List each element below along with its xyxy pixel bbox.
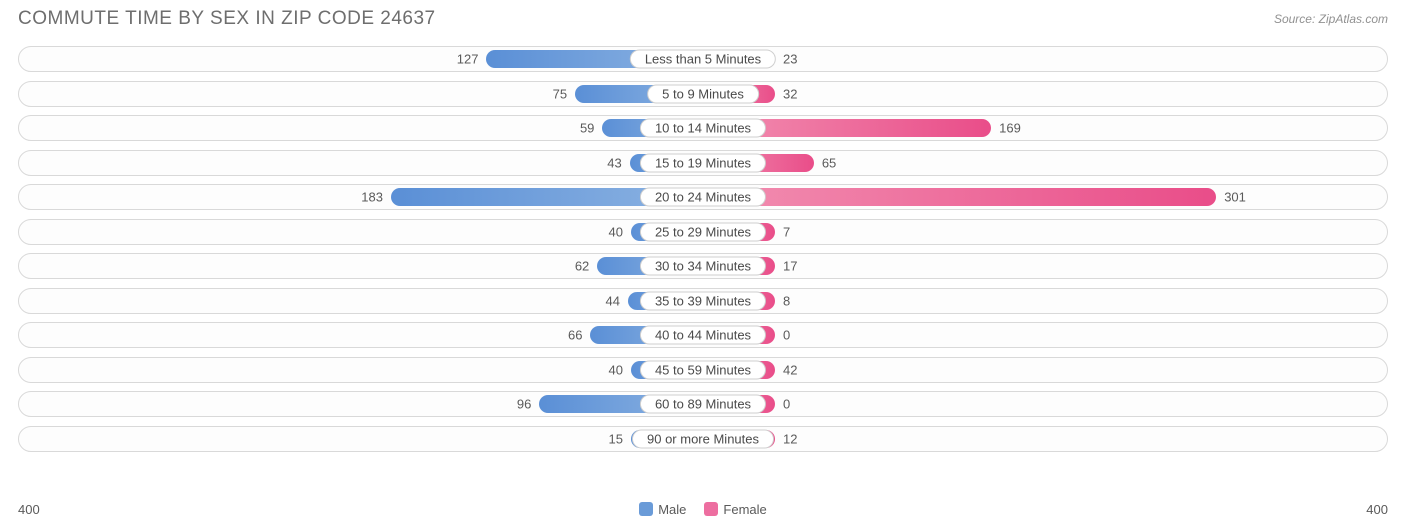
diverging-bar-chart: Less than 5 Minutes127235 to 9 Minutes75… [0, 34, 1406, 452]
legend-item-female: Female [704, 502, 766, 517]
male-value: 40 [609, 362, 623, 377]
category-label: 30 to 34 Minutes [640, 257, 766, 276]
legend: Male Female [639, 502, 767, 517]
female-value: 65 [822, 155, 836, 170]
bar-row: 25 to 29 Minutes 40 7 [18, 219, 1388, 245]
male-value: 44 [606, 293, 620, 308]
bar-row: 90 or more Minutes 15 12 [18, 426, 1388, 452]
axis-max-right: 400 [1366, 502, 1388, 517]
bar-row: 45 to 59 Minutes 40 42 [18, 357, 1388, 383]
female-value: 23 [783, 52, 797, 67]
male-swatch-icon [639, 502, 653, 516]
female-value: 32 [783, 86, 797, 101]
category-label: 60 to 89 Minutes [640, 395, 766, 414]
male-value: 15 [609, 431, 623, 446]
bar-row: 20 to 24 Minutes 183 301 [18, 184, 1388, 210]
bar-row: 10 to 14 Minutes 59 169 [18, 115, 1388, 141]
female-value: 17 [783, 259, 797, 274]
male-value: 183 [361, 190, 383, 205]
chart-title: COMMUTE TIME BY SEX IN ZIP CODE 24637 [18, 8, 436, 30]
female-value: 0 [783, 397, 790, 412]
category-label: 90 or more Minutes [632, 429, 774, 448]
bar-row: 5 to 9 Minutes 75 32 [18, 81, 1388, 107]
category-label: 45 to 59 Minutes [640, 360, 766, 379]
category-label: Less than 5 Minutes [630, 50, 776, 69]
legend-male-label: Male [658, 502, 686, 517]
female-value: 8 [783, 293, 790, 308]
bar-row: 30 to 34 Minutes 62 17 [18, 253, 1388, 279]
bar-row: 60 to 89 Minutes 96 0 [18, 391, 1388, 417]
female-value: 0 [783, 328, 790, 343]
male-value: 66 [568, 328, 582, 343]
chart-source: Source: ZipAtlas.com [1274, 8, 1388, 26]
female-value: 301 [1224, 190, 1246, 205]
male-value: 75 [553, 86, 567, 101]
category-label: 40 to 44 Minutes [640, 326, 766, 345]
category-label: 25 to 29 Minutes [640, 222, 766, 241]
bar-row: 15 to 19 Minutes 43 65 [18, 150, 1388, 176]
legend-item-male: Male [639, 502, 686, 517]
female-value: 42 [783, 362, 797, 377]
category-label: 10 to 14 Minutes [640, 119, 766, 138]
bar-row: Less than 5 Minutes 127 23 [18, 46, 1388, 72]
legend-female-label: Female [723, 502, 766, 517]
category-label: 35 to 39 Minutes [640, 291, 766, 310]
female-value: 169 [999, 121, 1021, 136]
male-value: 43 [607, 155, 621, 170]
chart-footer: 400 Male Female 400 [18, 502, 1388, 517]
bar-row: 35 to 39 Minutes 44 8 [18, 288, 1388, 314]
category-label: 20 to 24 Minutes [640, 188, 766, 207]
chart-header: COMMUTE TIME BY SEX IN ZIP CODE 24637 So… [0, 0, 1406, 34]
category-label: 5 to 9 Minutes [647, 84, 759, 103]
bar-row: 40 to 44 Minutes 66 0 [18, 322, 1388, 348]
category-label: 15 to 19 Minutes [640, 153, 766, 172]
male-value: 40 [609, 224, 623, 239]
male-value: 62 [575, 259, 589, 274]
female-value: 12 [783, 431, 797, 446]
male-value: 59 [580, 121, 594, 136]
male-value: 96 [517, 397, 531, 412]
female-bar [703, 188, 1216, 206]
female-value: 7 [783, 224, 790, 239]
axis-max-left: 400 [18, 502, 40, 517]
female-swatch-icon [704, 502, 718, 516]
male-value: 127 [457, 52, 479, 67]
